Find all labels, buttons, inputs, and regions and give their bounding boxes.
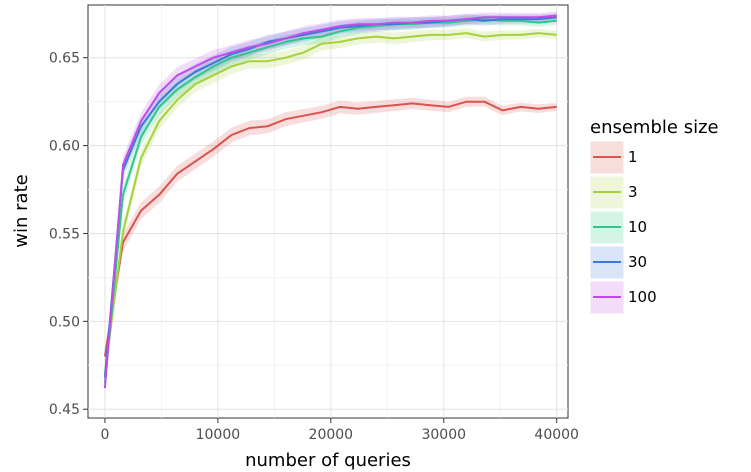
line-series-1 xyxy=(103,100,557,357)
x-tick-label: 20000 xyxy=(309,427,354,443)
x-tick-label: 30000 xyxy=(421,427,466,443)
y-axis-title: win rate xyxy=(11,174,32,247)
y-axis-ticks: 0.45 0.50 0.55 0.60 0.65 xyxy=(49,51,88,418)
y-tick-label: 0.60 xyxy=(49,139,80,155)
series-lines xyxy=(103,14,557,389)
x-tick-label: 40000 xyxy=(534,427,579,443)
legend-title: ensemble size xyxy=(590,117,719,138)
x-tick-label: 10000 xyxy=(196,427,241,443)
legend-label-10: 10 xyxy=(628,218,647,236)
major-gridlines xyxy=(88,5,568,418)
y-tick-label: 0.45 xyxy=(49,402,80,418)
legend: ensemble size 1 3 10 30 100 xyxy=(589,117,719,315)
x-axis-title: number of queries xyxy=(245,450,411,471)
minor-gridlines xyxy=(88,5,568,418)
legend-label-1: 1 xyxy=(628,148,638,166)
plot-panel xyxy=(87,4,569,419)
y-tick-label: 0.65 xyxy=(49,51,80,67)
legend-label-30: 30 xyxy=(628,253,647,271)
line-series-100 xyxy=(103,14,557,389)
y-tick-label: 0.55 xyxy=(49,226,80,242)
line-series-3 xyxy=(103,32,557,375)
line-series-30 xyxy=(103,16,557,378)
line-series-10 xyxy=(103,18,557,383)
x-axis-ticks: 0 10000 20000 30000 40000 xyxy=(100,418,579,443)
x-tick-label: 0 xyxy=(100,427,109,443)
y-tick-label: 0.50 xyxy=(49,314,80,330)
legend-label-100: 100 xyxy=(628,288,657,306)
legend-label-3: 3 xyxy=(628,183,638,201)
